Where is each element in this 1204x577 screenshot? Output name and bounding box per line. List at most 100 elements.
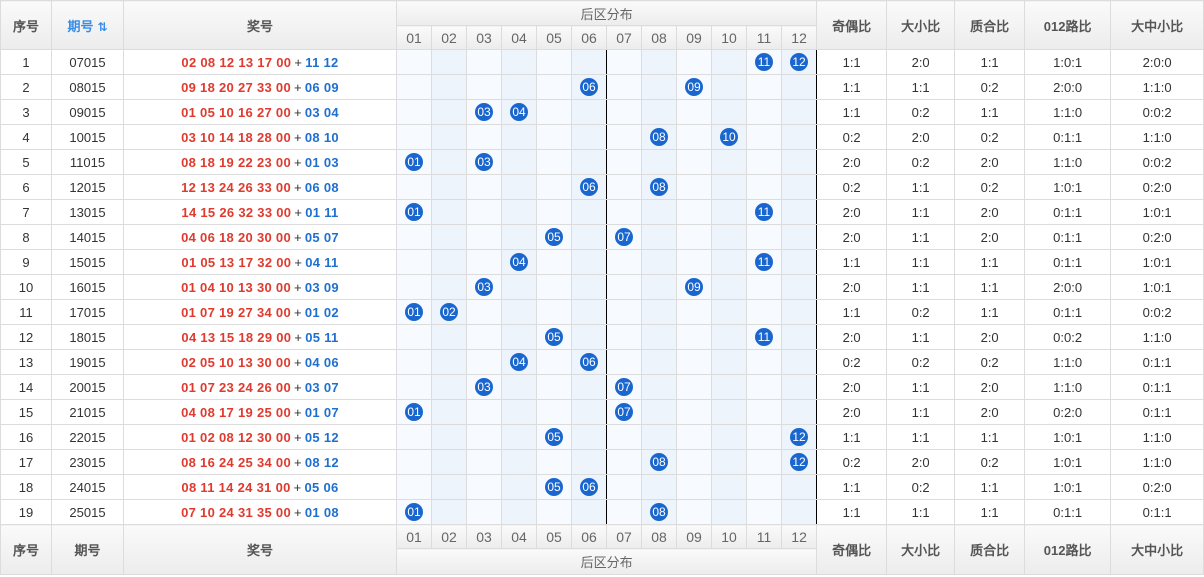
back-cell: [571, 199, 607, 225]
ratio-big-mid-small: 0:1:1: [1110, 499, 1204, 525]
ratio-road-012: 0:1:1: [1024, 249, 1112, 275]
back-cell: [780, 374, 818, 400]
front-numbers: 01 05 10 16 27 00: [181, 104, 291, 120]
back-cell: [431, 249, 467, 275]
ratio-road-012: 1:0:1: [1024, 474, 1112, 500]
header-issue-sortable[interactable]: 期号 ⇅: [51, 0, 124, 50]
back-ball: 07: [615, 378, 633, 396]
table-row: 9 15015 01 05 13 17 32 00 +04 11 04 11 1:1 1:1 1…: [0, 249, 1204, 275]
back-cell: [641, 349, 677, 375]
back-numbers: 05 06: [304, 479, 339, 495]
back-cell: [641, 374, 677, 400]
back-cell: [396, 99, 432, 125]
ratio-big-small: 0:2: [886, 474, 956, 500]
back-ball: 01: [405, 403, 423, 421]
row-prize: 12 13 24 26 33 00 +06 08: [123, 174, 397, 200]
row-prize: 08 18 19 22 23 00 +01 03: [123, 149, 397, 175]
ratio-big-mid-small: 0:1:1: [1110, 374, 1204, 400]
ratio-prime-composite: 0:2: [954, 174, 1026, 200]
row-issue: 07015: [51, 49, 124, 75]
ratio-road-012: 0:1:1: [1024, 224, 1112, 250]
back-numbers: 05 12: [304, 429, 339, 445]
ratio-odd-even: 1:1: [816, 499, 888, 525]
ratio-prime-composite: 1:1: [954, 299, 1026, 325]
header-back-group: 后区分布: [395, 0, 818, 26]
row-prize: 04 08 17 19 25 00 +01 07: [123, 399, 397, 425]
back-cell: [641, 199, 677, 225]
back-cell: [641, 149, 677, 175]
header-back-col: 03: [466, 25, 502, 50]
back-cell: [676, 374, 712, 400]
row-seq: 1: [0, 49, 52, 75]
ratio-road-012: 1:0:1: [1024, 49, 1112, 75]
header-back-col: 05: [536, 25, 572, 50]
back-cell: 05: [536, 424, 572, 450]
ratio-big-small: 2:0: [886, 49, 956, 75]
back-cell: [641, 299, 677, 325]
back-ball: 04: [510, 353, 528, 371]
ratio-prime-composite: 2:0: [954, 399, 1026, 425]
footer-back-col: 10: [711, 524, 747, 549]
back-cell: [431, 49, 467, 75]
front-numbers: 07 10 24 31 35 00: [181, 504, 291, 520]
back-cell: [641, 474, 677, 500]
ratio-big-mid-small: 2:0:0: [1110, 49, 1204, 75]
row-seq: 18: [0, 474, 52, 500]
back-cell: [396, 374, 432, 400]
back-ball: 03: [475, 103, 493, 121]
back-cell: 01: [396, 199, 432, 225]
back-numbers: 04 11: [305, 254, 339, 270]
back-cell: [396, 124, 432, 150]
plus-sign: +: [293, 229, 302, 245]
footer-back-col: 05: [536, 524, 572, 549]
ratio-big-small: 1:1: [886, 174, 956, 200]
ratio-prime-composite: 2:0: [954, 149, 1026, 175]
back-cell: 06: [571, 349, 607, 375]
header-back-col: 02: [431, 25, 467, 50]
header-back-col: 01: [396, 25, 432, 50]
back-ball: 06: [580, 178, 598, 196]
footer-back-col: 04: [501, 524, 537, 549]
back-cell: [606, 424, 642, 450]
back-cell: [746, 174, 782, 200]
back-cell: [536, 99, 572, 125]
back-cell: [536, 174, 572, 200]
back-cell: [571, 99, 607, 125]
table-row: 8 14015 04 06 18 20 30 00 +05 07 05 07 2:0 1:1 2…: [0, 224, 1204, 250]
ratio-road-012: 1:1:0: [1024, 374, 1112, 400]
back-cell: [501, 224, 537, 250]
back-cell: [571, 324, 607, 350]
back-cell: [606, 99, 642, 125]
back-cell: [536, 249, 572, 275]
ratio-big-mid-small: 1:1:0: [1110, 424, 1204, 450]
back-cell: [746, 149, 782, 175]
back-cell: 12: [780, 449, 818, 475]
back-ball: 03: [475, 378, 493, 396]
back-cell: [676, 299, 712, 325]
back-cell: [606, 199, 642, 225]
back-ball: 05: [545, 478, 563, 496]
ratio-road-012: 1:0:1: [1024, 174, 1112, 200]
back-cell: [606, 449, 642, 475]
footer-prize: 奖号: [123, 524, 397, 575]
back-cell: [711, 399, 747, 425]
row-issue: 25015: [51, 499, 124, 525]
plus-sign: +: [293, 504, 302, 520]
back-cell: 04: [501, 349, 537, 375]
footer-back-col: 06: [571, 524, 607, 549]
back-cell: [711, 249, 747, 275]
back-cell: [746, 349, 782, 375]
ratio-road-012: 2:0:0: [1024, 74, 1112, 100]
back-cell: [466, 174, 502, 200]
back-cell: [676, 49, 712, 75]
back-cell: [676, 199, 712, 225]
footer-big-mid-small: 大中小比: [1110, 524, 1204, 575]
back-cell: [431, 174, 467, 200]
back-cell: [466, 249, 502, 275]
back-cell: 03: [466, 99, 502, 125]
ratio-odd-even: 0:2: [816, 449, 888, 475]
back-ball: 01: [405, 303, 423, 321]
row-issue: 16015: [51, 274, 124, 300]
sort-icon[interactable]: ⇅: [97, 19, 108, 34]
